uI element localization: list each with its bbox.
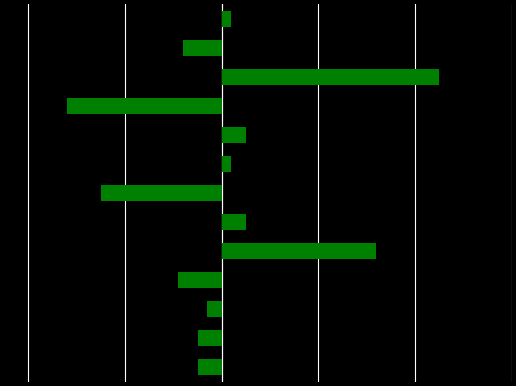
Bar (222, 156, 231, 172)
Bar (67, 98, 222, 114)
Bar (198, 330, 222, 346)
Bar (222, 11, 231, 27)
Bar (178, 272, 222, 288)
Bar (222, 214, 246, 230)
Bar (101, 185, 222, 201)
Bar (222, 69, 439, 85)
Bar (183, 40, 222, 56)
Bar (222, 243, 377, 259)
Bar (198, 359, 222, 375)
Bar (207, 301, 222, 317)
Bar (222, 127, 246, 143)
